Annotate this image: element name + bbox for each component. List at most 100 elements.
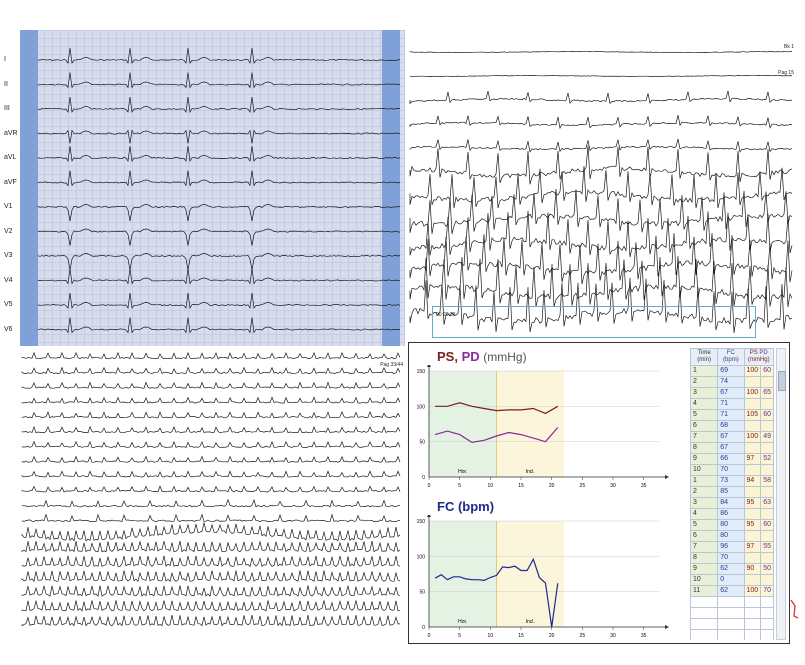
- table-cell: [743, 442, 762, 454]
- table-cell: 67: [717, 431, 745, 443]
- table-cell: 1: [690, 475, 719, 487]
- y-tick-label: 100: [417, 554, 426, 560]
- table-cell: [743, 552, 762, 564]
- x-tick-label: 5: [458, 633, 461, 639]
- x-tick-label: 15: [518, 483, 524, 489]
- ecg-lead-trace: [37, 292, 401, 310]
- table-cell: [690, 618, 719, 630]
- table-cell: 0: [717, 574, 745, 586]
- x-tick-label: 35: [641, 483, 647, 489]
- table-cell: 4: [690, 508, 719, 520]
- red-pen-mark: [790, 599, 799, 619]
- table-cell: [743, 530, 762, 542]
- x-tick-label: 10: [488, 483, 494, 489]
- twelve-lead-ecg-panel: [20, 30, 405, 346]
- table-cell: 67: [717, 442, 745, 454]
- table-cell: 55: [760, 541, 774, 553]
- bp-unit: (mmHg): [483, 350, 527, 364]
- x-axis-arrow: [665, 475, 669, 479]
- table-row: 3 67 100 65: [690, 387, 774, 399]
- table-cell: [760, 376, 774, 388]
- y-tick-label: 0: [422, 625, 425, 631]
- table-cell: [743, 607, 762, 619]
- table-row: 4 71: [690, 398, 774, 410]
- long-strip-trace: [21, 585, 401, 597]
- table-cell: [760, 574, 774, 586]
- table-cell: [690, 629, 719, 640]
- table-cell: 96: [717, 541, 745, 553]
- table-cell: 6: [690, 530, 719, 542]
- scrollbar-thumb[interactable]: [778, 371, 786, 391]
- long-strip-trace: [21, 455, 401, 463]
- y-tick-label: 50: [419, 440, 425, 446]
- rhythm-trace: [409, 277, 793, 334]
- phase-label-horizontal: Hor.: [458, 469, 467, 475]
- long-strip-trace: [21, 470, 401, 478]
- x-tick-label: 5: [458, 483, 461, 489]
- long-strip-trace: [21, 351, 401, 360]
- table-cell: [760, 552, 774, 564]
- table-cell: [743, 629, 762, 640]
- table-cell: 74: [717, 376, 745, 388]
- table-cell: 84: [717, 497, 745, 509]
- table-row: 4 86: [690, 508, 774, 520]
- x-tick-label: 30: [610, 633, 616, 639]
- table-cell: 85: [717, 486, 745, 498]
- rhythm-trace: [409, 51, 793, 53]
- table-cell: [743, 596, 762, 608]
- table-cell: 9: [690, 453, 719, 465]
- pd-header: PD: [759, 350, 768, 356]
- y-axis-arrow: [427, 515, 431, 517]
- table-cell: 7: [690, 431, 719, 443]
- ecg-lead-trace: [37, 268, 401, 285]
- table-cell: 8: [690, 552, 719, 564]
- table-row: 8 70: [690, 552, 774, 564]
- twelve-lead-traces: [37, 47, 401, 334]
- rhythm-trace: [409, 115, 793, 130]
- table-cell: [760, 442, 774, 454]
- lead-label: V1: [4, 203, 13, 210]
- x-tick-label: 15: [518, 633, 524, 639]
- ecg-lead-trace: [37, 170, 401, 187]
- table-cell: 5: [690, 519, 719, 531]
- table-row: 1 73 94 58: [690, 475, 774, 487]
- x-tick-label: 25: [580, 633, 586, 639]
- ps-title: PS,: [437, 349, 458, 364]
- long-strip-trace: [21, 396, 401, 404]
- pd-title: PD: [461, 349, 480, 364]
- table-cell: 2: [690, 486, 719, 498]
- table-cell: [717, 607, 745, 619]
- table-cell: 10: [690, 464, 719, 476]
- table-cell: 60: [760, 365, 774, 377]
- table-cell: [743, 376, 762, 388]
- table-cell: 52: [760, 453, 774, 465]
- table-row: 1 69 100 60: [690, 365, 774, 377]
- table-cell: 3: [690, 497, 719, 509]
- table-cell: 100: [743, 387, 762, 399]
- table-cell: 60: [760, 409, 774, 421]
- hemodynamic-chart-panel: PS, PD (mmHg) 150 100 50 0 0 5 10 15 20 25 30 35 Hor…: [408, 342, 790, 644]
- table-cell: [717, 629, 745, 640]
- table-cell: 80: [717, 530, 745, 542]
- table-cell: [760, 486, 774, 498]
- table-cell: [690, 596, 719, 608]
- table-cell: 80: [717, 519, 745, 531]
- ecg-lead-trace: [37, 317, 401, 334]
- rhythm-label-pag: Pag 15: [778, 70, 794, 76]
- ecg-lead-trace: [37, 253, 401, 271]
- table-cell: [743, 508, 762, 520]
- table-scrollbar[interactable]: [776, 348, 786, 640]
- long-strip-panel: Pag 33/44: [20, 350, 405, 640]
- table-cell: [717, 618, 745, 630]
- table-cell: [760, 629, 774, 640]
- x-tick-label: 30: [610, 483, 616, 489]
- table-cell: 3: [690, 387, 719, 399]
- vitals-table: Time (min) FC (bpm) PS PD (mmHg) 1 69 100 6…: [690, 348, 774, 640]
- fc-line: [434, 557, 559, 628]
- table-cell: 2: [690, 376, 719, 388]
- long-strip-trace: [21, 555, 401, 568]
- lead-label: V4: [4, 276, 13, 284]
- table-row: 10 0: [690, 574, 774, 586]
- phase-horizontal-bg: [429, 371, 497, 477]
- table-cell: 105: [743, 409, 762, 421]
